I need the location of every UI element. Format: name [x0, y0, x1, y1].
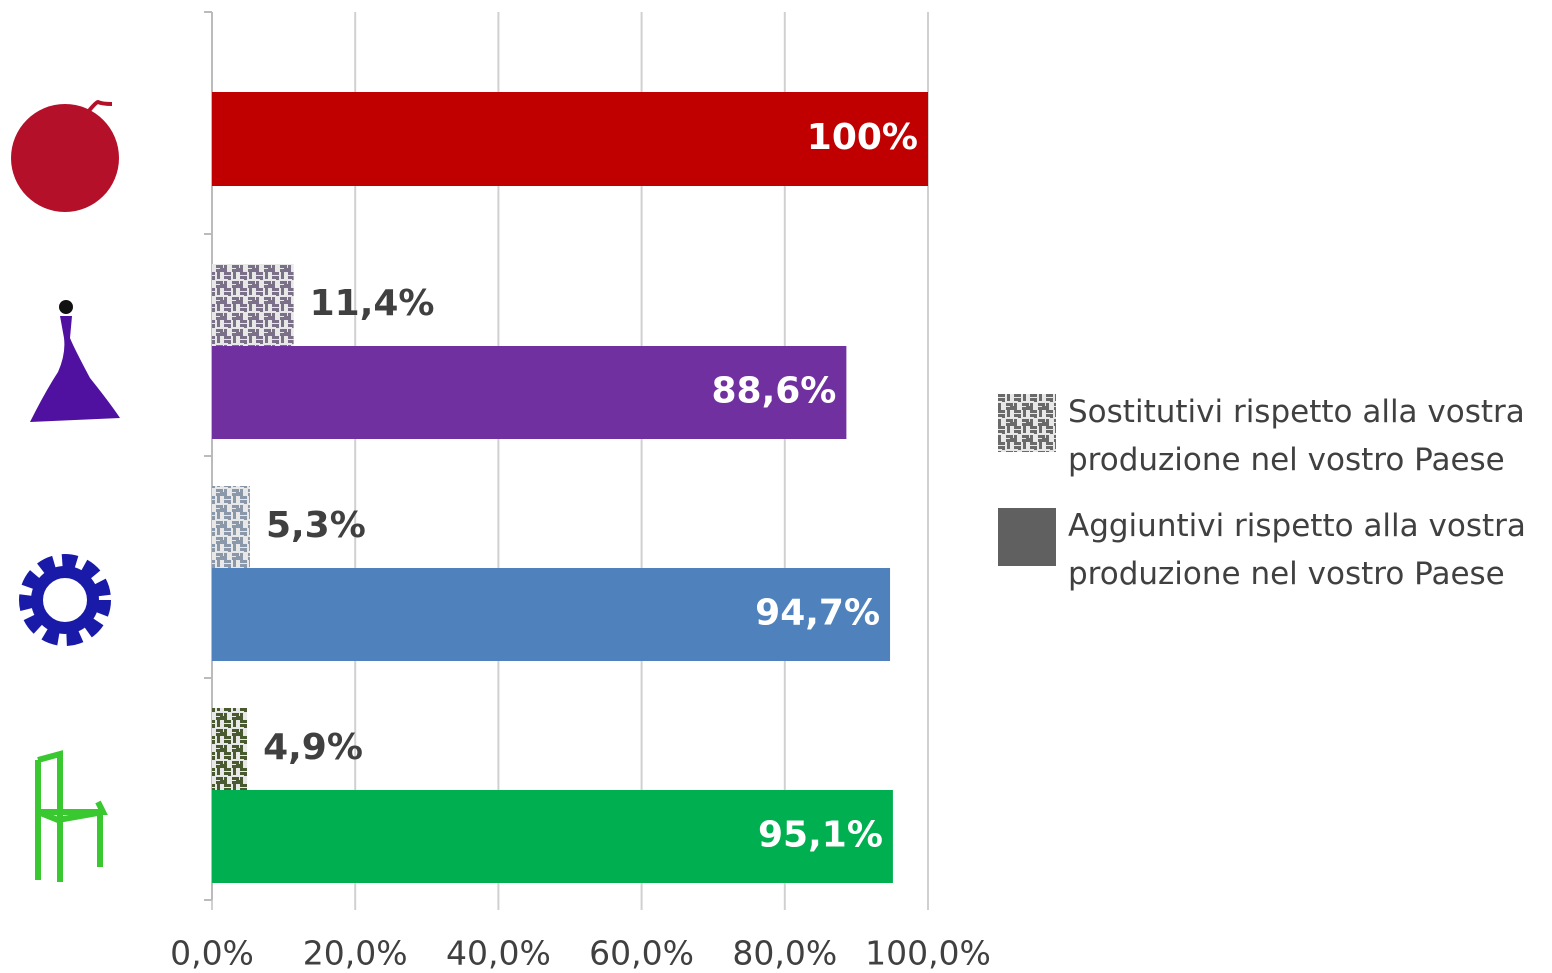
bar [212, 568, 891, 661]
bar [212, 92, 928, 186]
data-label: 100% [807, 117, 918, 158]
x-tick-label: 80,0% [732, 934, 837, 973]
legend-swatch [998, 508, 1056, 566]
dress-icon [30, 300, 120, 422]
x-tick-label: 20,0% [303, 934, 408, 973]
x-tick-label: 100,0% [865, 934, 991, 973]
chair-icon [35, 750, 108, 882]
legend-item: Aggiuntivi rispetto alla vostra produzio… [998, 502, 1550, 598]
bar [212, 346, 847, 439]
legend-swatch [998, 394, 1056, 452]
data-label: 95,1% [758, 815, 883, 856]
bar [212, 486, 250, 568]
data-label: 11,4% [310, 283, 435, 324]
legend-label: Sostitutivi rispetto alla vostra produzi… [1068, 394, 1525, 478]
x-tick-label: 40,0% [446, 934, 551, 973]
tomato-icon [11, 99, 119, 212]
x-tick-label: 60,0% [589, 934, 694, 973]
legend-label: Aggiuntivi rispetto alla vostra produzio… [1068, 508, 1526, 592]
data-label: 5,3% [266, 505, 366, 546]
legend-item: Sostitutivi rispetto alla vostra produzi… [998, 388, 1550, 484]
bar [212, 264, 294, 346]
data-label: 94,7% [755, 593, 880, 634]
gear-icon [19, 554, 111, 646]
bar [212, 708, 248, 790]
data-label: 4,9% [263, 727, 363, 768]
bar [212, 790, 893, 883]
x-tick-label: 0,0% [170, 934, 254, 973]
legend: Sostitutivi rispetto alla vostra produzi… [998, 388, 1550, 616]
data-label: 88,6% [711, 371, 836, 412]
